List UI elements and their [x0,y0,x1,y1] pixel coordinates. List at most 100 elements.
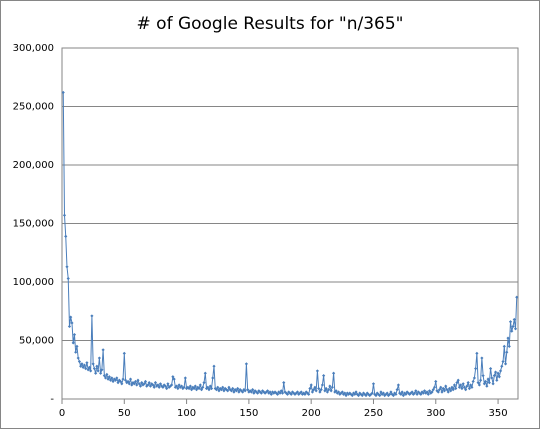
y-tick-label: 200,000 [13,160,54,171]
data-marker [122,351,126,355]
data-marker [336,390,341,394]
data-marker [364,393,368,398]
data-marker [302,391,306,395]
data-marker [217,389,221,393]
data-marker [466,381,470,385]
data-marker [454,386,458,391]
data-marker [515,295,519,299]
data-marker [391,393,396,398]
data-marker [491,382,495,386]
data-marker [470,385,474,389]
data-marker [437,388,442,392]
data-marker [267,391,271,395]
data-marker [431,388,435,392]
data-marker [85,361,89,365]
data-marker [368,393,372,398]
data-marker [117,378,121,382]
data-marker [325,390,329,394]
data-marker [374,393,378,398]
data-marker [251,388,255,392]
data-marker [444,384,448,388]
data-marker [322,374,326,378]
data-marker [152,385,156,389]
data-marker [143,379,148,384]
data-marker [422,389,427,393]
data-marker [206,385,210,389]
data-marker [227,385,231,389]
data-marker [379,390,383,394]
data-marker [452,383,457,387]
data-marker [77,359,82,364]
data-marker [275,392,280,396]
data-marker [317,386,321,391]
data-marker [204,386,209,391]
x-tick-label: 50 [118,408,131,419]
data-marker [183,376,187,380]
data-marker [313,385,317,389]
data-marker [244,362,248,366]
data-marker [191,385,195,389]
data-marker [450,385,454,389]
data-marker [394,392,398,396]
data-marker [420,390,424,394]
data-marker [469,383,473,387]
data-marker [327,388,331,392]
data-marker [123,378,128,382]
data-marker [294,391,298,395]
data-marker [393,391,397,395]
data-marker [120,382,124,386]
data-marker [279,389,283,393]
data-marker [62,213,67,217]
data-marker [197,386,201,391]
data-marker [442,389,447,393]
data-marker [415,392,419,396]
data-marker [105,372,109,377]
data-marker [182,385,186,389]
data-marker [177,383,181,387]
data-marker [110,376,114,380]
data-marker [162,383,166,387]
data-marker [69,315,73,319]
data-marker [97,356,101,360]
y-tick-label: 150,000 [13,219,54,230]
data-marker [319,388,323,392]
data-marker [284,391,288,395]
data-marker [354,390,358,394]
data-marker [445,388,449,392]
data-marker [329,389,333,393]
data-marker [112,377,116,381]
data-marker [343,391,347,395]
data-marker [201,385,205,389]
data-marker [216,385,220,389]
data-marker [350,393,354,398]
data-marker [202,381,206,385]
data-marker [446,390,450,394]
data-marker [385,391,389,395]
data-marker [282,381,286,385]
data-marker [256,391,260,395]
x-tick-label: 350 [489,408,508,419]
data-marker [414,389,418,393]
x-tick-label: 100 [177,408,196,419]
data-marker [208,384,212,388]
data-marker [212,364,216,368]
data-marker [467,386,472,391]
data-marker [456,378,460,382]
data-marker [218,386,222,391]
data-marker [166,382,170,386]
data-marker [395,388,399,392]
data-marker [231,386,235,391]
data-marker [264,390,268,394]
data-marker [513,327,518,331]
data-marker [290,390,295,394]
data-marker [389,390,393,394]
data-marker [375,391,379,395]
data-marker [312,388,316,392]
data-marker [471,379,475,384]
data-marker [211,376,215,380]
data-marker [482,382,486,386]
data-marker [100,368,104,372]
data-marker [198,383,202,387]
data-marker [399,392,403,396]
